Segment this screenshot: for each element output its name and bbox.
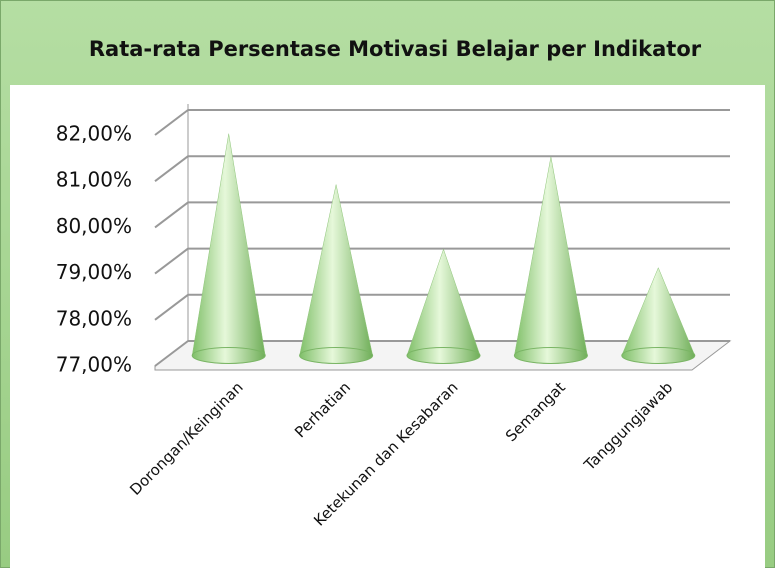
cone-base	[406, 347, 481, 364]
grid-line	[154, 340, 189, 367]
grid-line	[154, 294, 189, 321]
y-tick-label: 82,00%	[56, 122, 132, 146]
cone	[406, 248, 481, 364]
cone	[299, 184, 374, 364]
cone	[191, 133, 266, 364]
chart-title: Rata-rata Persentase Motivasi Belajar pe…	[89, 37, 702, 61]
y-tick-label: 79,00%	[56, 260, 132, 284]
y-tick-label: 80,00%	[56, 214, 132, 238]
cone-base	[513, 347, 588, 364]
grid-line	[154, 155, 189, 182]
grid-line	[154, 247, 189, 275]
cone	[513, 156, 588, 364]
cone-base	[191, 347, 266, 364]
cone-base	[621, 347, 696, 364]
grid-line	[154, 201, 189, 229]
grid-line	[154, 109, 189, 136]
cone	[621, 267, 696, 364]
y-tick-label: 81,00%	[56, 168, 132, 192]
cone-base	[299, 347, 374, 364]
y-tick-label: 77,00%	[56, 353, 132, 377]
y-tick-label: 78,00%	[56, 306, 132, 330]
